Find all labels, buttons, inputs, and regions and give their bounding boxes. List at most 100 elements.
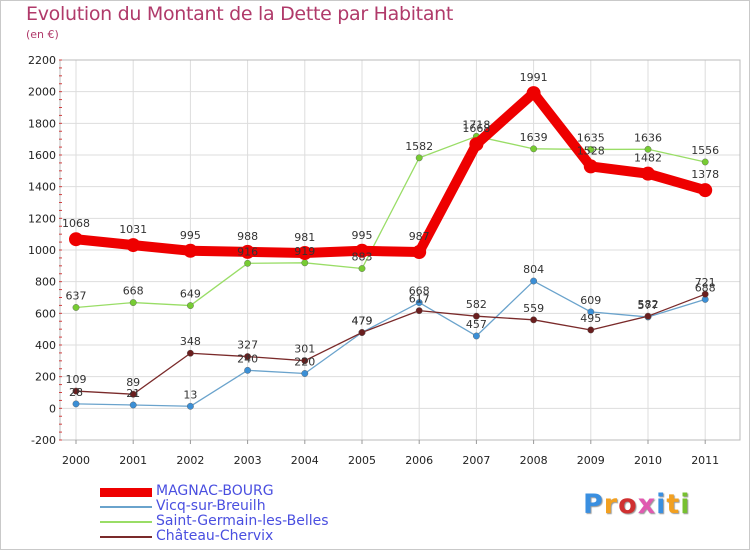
data-label: 1582 (405, 140, 433, 153)
data-label: 1635 (577, 131, 605, 144)
data-point (297, 246, 312, 261)
data-point (701, 158, 709, 166)
data-label: 1668 (462, 122, 490, 135)
data-label: 1068 (62, 217, 90, 230)
y-tick-label: 2000 (28, 86, 56, 99)
data-point (244, 366, 252, 374)
data-label: 988 (237, 230, 258, 243)
x-tick-label: 2001 (119, 454, 147, 467)
data-label: 1991 (520, 71, 548, 84)
y-tick-label: 1000 (28, 244, 56, 257)
data-point (358, 265, 366, 272)
data-point (358, 329, 366, 336)
data-label: 995 (180, 229, 201, 242)
data-label: 1556 (691, 144, 719, 157)
data-point (472, 312, 480, 320)
y-tick-label: -200 (31, 434, 56, 447)
data-point (472, 332, 480, 340)
data-point (301, 259, 309, 267)
data-point (183, 243, 198, 258)
legend-swatch (100, 487, 152, 497)
proxiti-logo: Proxiti (583, 489, 691, 520)
data-label: 721 (695, 276, 716, 289)
data-point (583, 159, 598, 174)
series-line (75, 135, 706, 309)
x-tick-label: 2006 (405, 454, 433, 467)
series-saint-germain-les-belles (72, 132, 709, 311)
data-point (186, 302, 194, 309)
y-tick-label: 800 (35, 276, 56, 289)
data-label: 637 (66, 289, 87, 302)
data-point (355, 243, 369, 258)
legend-swatch (100, 506, 152, 508)
data-point (587, 146, 595, 153)
series-line (71, 88, 711, 259)
logo-letter: t (666, 489, 681, 520)
y-tick-label: 1600 (28, 149, 56, 162)
data-point (587, 308, 595, 316)
data-point (129, 401, 137, 409)
logo-letter: i (680, 489, 691, 520)
data-point (240, 244, 255, 259)
data-label: 220 (294, 356, 315, 369)
data-point (415, 299, 423, 306)
data-label: 240 (237, 352, 258, 365)
data-point (129, 390, 137, 398)
data-label: 649 (180, 288, 201, 301)
data-point (698, 183, 713, 198)
data-label: 617 (409, 293, 430, 306)
data-label: 457 (466, 318, 487, 331)
data-label: 987 (409, 230, 430, 243)
y-tick-label: 0 (49, 402, 56, 415)
y-tick-label: 400 (35, 339, 56, 352)
x-tick-label: 2008 (520, 454, 548, 467)
data-label: 609 (580, 294, 601, 307)
data-point (244, 353, 252, 360)
legend-swatch (100, 536, 152, 538)
data-point (587, 326, 595, 334)
series-magnac-bourg (69, 86, 713, 261)
data-point (186, 402, 194, 410)
data-point (129, 299, 137, 306)
data-point (72, 400, 80, 408)
y-tick-label: 200 (35, 371, 56, 384)
data-label: 883 (352, 251, 373, 264)
data-point (530, 316, 537, 324)
logo-letter: o (618, 489, 638, 520)
data-point (701, 290, 709, 298)
data-label: 1718 (462, 118, 490, 131)
y-tick-label: 1800 (28, 117, 56, 130)
data-label: 582 (638, 298, 659, 311)
legend-label: Château-Chervix (156, 528, 274, 544)
data-label: 348 (180, 335, 201, 348)
y-tick-label: 2200 (28, 54, 56, 67)
series-line (75, 280, 706, 407)
data-label: 981 (294, 231, 315, 244)
chart-unit: (en €) (26, 28, 59, 41)
data-label: 301 (294, 343, 315, 356)
legend-swatch (100, 521, 152, 523)
logo-letter: i (656, 489, 667, 520)
data-label: 1482 (634, 152, 662, 165)
data-label: 28 (69, 386, 83, 399)
data-label: 668 (409, 285, 430, 298)
chart-title: Evolution du Montant de la Dette par Hab… (26, 3, 454, 25)
data-label: 995 (352, 229, 373, 242)
data-label: 668 (123, 285, 144, 298)
logo-letter: x (637, 489, 657, 520)
data-label: 1636 (634, 131, 662, 144)
data-label: 1378 (691, 168, 719, 181)
series-line (75, 293, 706, 395)
data-point (644, 312, 652, 320)
data-label: 13 (183, 388, 197, 401)
data-label: 577 (638, 299, 659, 312)
data-point (641, 166, 655, 181)
data-point (415, 154, 423, 162)
data-label: 479 (352, 314, 373, 327)
data-label: 1528 (577, 144, 605, 157)
data-point (530, 277, 537, 285)
data-point (415, 307, 423, 315)
data-label: 582 (466, 298, 487, 311)
data-label: 327 (237, 339, 258, 352)
